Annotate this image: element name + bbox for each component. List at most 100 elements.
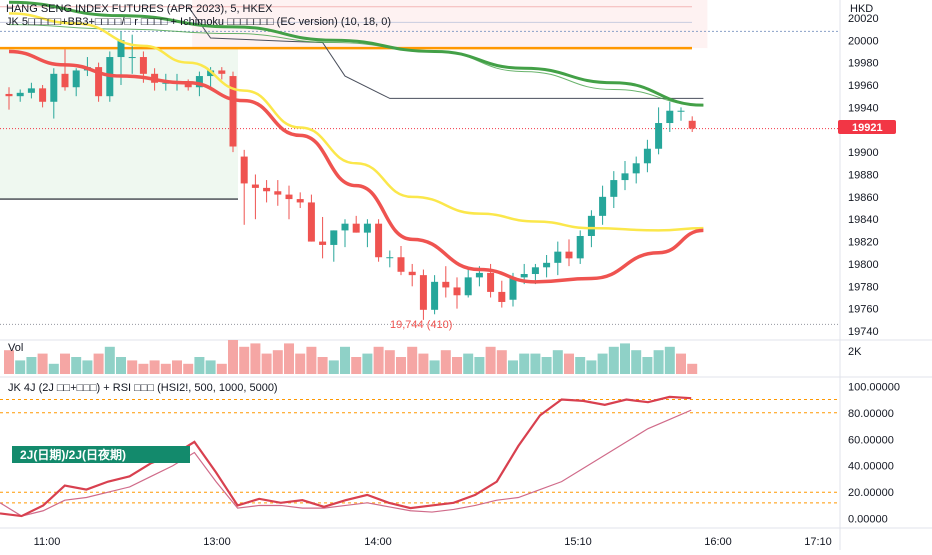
price-tick: 19780 <box>848 281 879 293</box>
oscillator-line-thin <box>0 409 692 517</box>
candle <box>319 241 327 245</box>
volume-bar <box>407 346 418 374</box>
candle <box>341 223 349 231</box>
candle <box>498 291 506 302</box>
candle <box>655 123 663 149</box>
price-tick: 20000 <box>848 35 879 47</box>
volume-bar <box>127 360 138 374</box>
candle <box>408 271 416 276</box>
candle <box>263 187 271 192</box>
candle <box>599 196 607 216</box>
candle <box>95 67 103 97</box>
candle <box>218 70 226 74</box>
candle <box>610 180 618 197</box>
volume-bar <box>676 353 686 374</box>
candle <box>587 215 595 236</box>
price-tick: 20020 <box>848 13 879 25</box>
volume-bar <box>160 363 171 374</box>
volume-bar <box>418 353 429 374</box>
candle <box>117 40 125 58</box>
candle <box>139 57 147 74</box>
price-tick: 19760 <box>848 304 879 316</box>
volume-bar <box>60 353 70 374</box>
candle <box>363 223 371 233</box>
candle <box>543 262 551 268</box>
volume-bar <box>642 357 653 374</box>
price-tick: 19800 <box>848 259 879 271</box>
oscillator-tick: 80.00000 <box>848 408 894 420</box>
oscillator-tick: 20.00000 <box>848 487 894 499</box>
candle <box>285 194 293 200</box>
price-tick: 19860 <box>848 192 879 204</box>
volume-bar <box>317 357 328 374</box>
candle <box>431 281 439 310</box>
volume-bar <box>37 353 48 374</box>
volume-bar <box>575 357 586 374</box>
range-zone <box>0 48 238 200</box>
candle <box>195 76 203 88</box>
volume-bar <box>496 350 507 374</box>
candle <box>688 120 696 129</box>
price-tick: 19740 <box>848 326 879 338</box>
volume-bar <box>530 353 541 374</box>
volume-bar <box>541 357 552 374</box>
volume-bar <box>26 357 37 374</box>
volume-bar <box>116 357 126 374</box>
candle <box>229 76 237 147</box>
volume-bar <box>194 357 205 374</box>
price-tick: 19820 <box>848 237 879 249</box>
volume-bar <box>284 343 294 374</box>
last-price-tag: 19921 <box>838 120 896 134</box>
candle <box>72 70 80 88</box>
volume-bar <box>205 360 216 374</box>
volume-bar <box>631 350 642 374</box>
volume-bar <box>429 360 440 374</box>
cloud-zone <box>192 0 708 49</box>
candle <box>128 57 136 59</box>
volume-bar <box>71 357 82 374</box>
volume-bar <box>239 346 250 374</box>
oscillator-tick: 60.00000 <box>848 434 894 446</box>
volume-bar <box>4 350 14 374</box>
candle <box>632 163 640 174</box>
ma-red <box>8 49 704 284</box>
price-tick: 19960 <box>848 80 879 92</box>
ma-yellow <box>8 12 704 232</box>
volume-bar <box>474 357 485 374</box>
time-tick: 11:00 <box>34 536 61 548</box>
time-tick: 17:10 <box>804 536 832 548</box>
volume-tick: 2K <box>848 346 862 358</box>
volume-bar <box>328 360 339 374</box>
volume-bar <box>149 360 160 374</box>
candle <box>162 82 170 84</box>
volume-bar <box>440 350 451 374</box>
price-tick: 19940 <box>848 102 879 114</box>
volume-bar <box>508 360 518 374</box>
candle <box>184 82 192 88</box>
volume-bar <box>687 363 698 374</box>
volume-bar <box>653 350 664 374</box>
candle <box>61 73 69 88</box>
volume-bar <box>261 353 272 374</box>
candle <box>16 92 24 97</box>
candle <box>386 257 394 259</box>
candle <box>531 267 539 275</box>
volume-bar <box>452 357 462 374</box>
volume-bar <box>362 353 373 374</box>
candle <box>397 257 405 272</box>
candle <box>576 235 584 259</box>
volume-bar <box>104 346 115 374</box>
volume-bar <box>216 363 227 374</box>
candle <box>307 202 315 242</box>
volume-bar <box>228 340 238 374</box>
time-tick: 13:00 <box>203 536 231 548</box>
candle <box>677 110 685 112</box>
chart-title: HANG SENG INDEX FUTURES (APR 2023), 5, H… <box>6 3 273 15</box>
volume-bar <box>272 350 283 374</box>
oscillator-tick: 100.00000 <box>848 381 900 393</box>
volume-bar <box>172 360 182 374</box>
oscillator-line-thick <box>0 395 692 518</box>
indicator-legend-oscillator: JK 4J (2J □□+□□□) + RSI □□□ (HSI2!, 500,… <box>8 382 278 394</box>
